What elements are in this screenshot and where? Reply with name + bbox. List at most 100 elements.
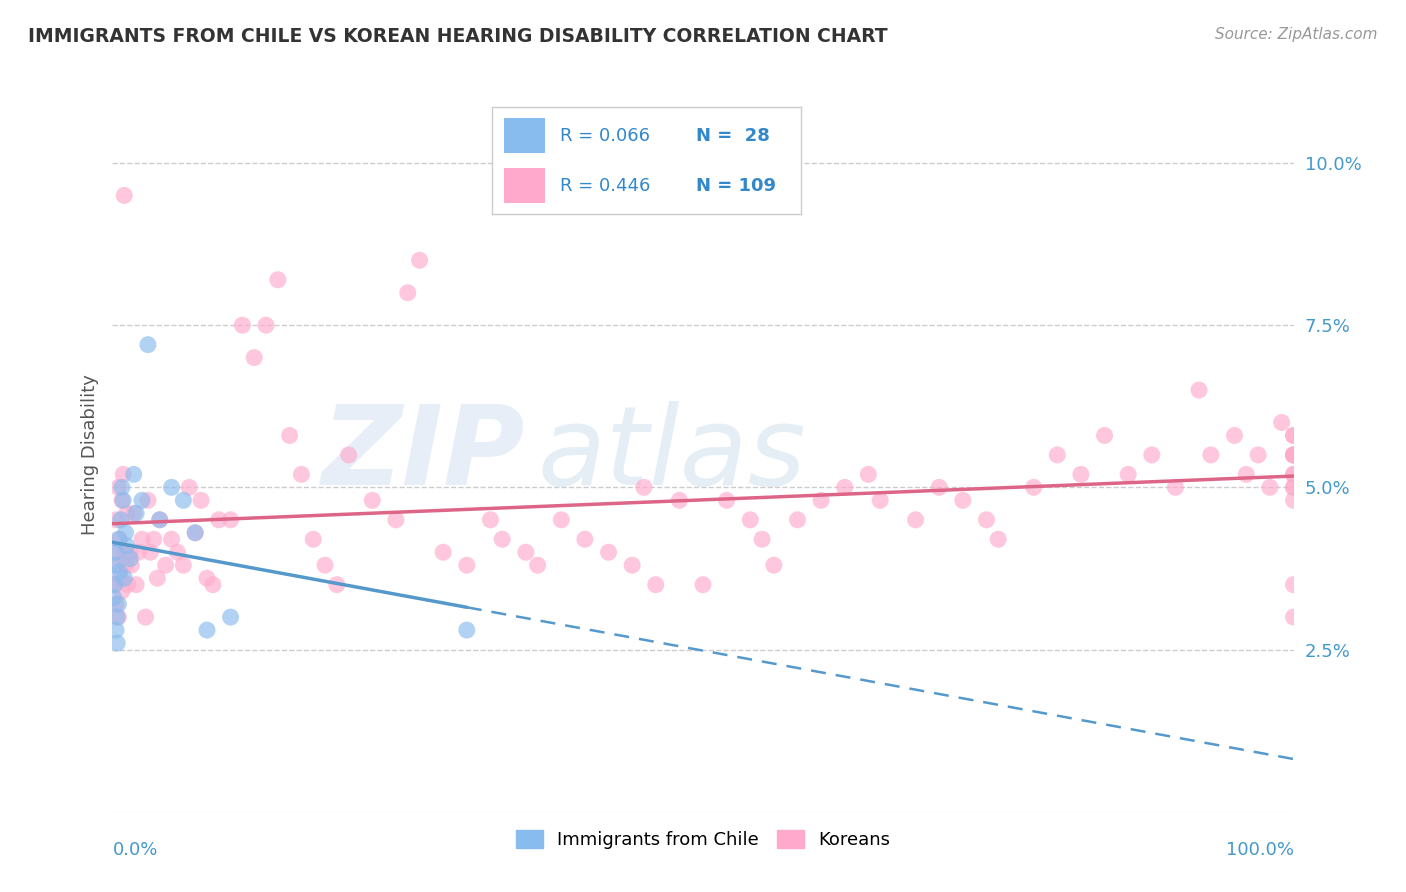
Point	[120, 551, 142, 566]
Point	[103, 591, 125, 605]
Point	[254, 318, 277, 333]
Point	[1282, 577, 1305, 591]
Point	[786, 513, 808, 527]
Text: atlas: atlas	[537, 401, 806, 508]
Point	[136, 493, 159, 508]
Point	[131, 533, 153, 547]
Point	[385, 513, 408, 527]
Point	[160, 533, 183, 547]
Point	[550, 513, 572, 527]
Point	[1164, 480, 1187, 494]
Point	[108, 565, 131, 579]
Point	[1282, 428, 1305, 442]
Point	[112, 571, 135, 585]
Point	[1094, 428, 1116, 442]
Text: N = 109: N = 109	[696, 178, 776, 195]
Point	[184, 525, 207, 540]
Point	[1282, 493, 1305, 508]
Point	[1188, 383, 1211, 397]
Point	[1046, 448, 1069, 462]
Point	[108, 533, 131, 547]
Point	[408, 253, 430, 268]
Point	[1282, 448, 1305, 462]
Point	[1234, 467, 1257, 482]
Point	[243, 351, 266, 365]
Point	[762, 558, 785, 573]
Point	[1022, 480, 1045, 494]
Point	[834, 480, 856, 494]
Point	[491, 533, 513, 547]
Point	[692, 577, 714, 591]
Legend: Immigrants from Chile, Koreans: Immigrants from Chile, Koreans	[509, 822, 897, 856]
Point	[456, 558, 478, 573]
Point	[1282, 448, 1305, 462]
Text: R = 0.066: R = 0.066	[560, 127, 650, 145]
Point	[219, 610, 242, 624]
Point	[105, 558, 128, 573]
Point	[105, 545, 128, 559]
Text: Source: ZipAtlas.com: Source: ZipAtlas.com	[1215, 27, 1378, 42]
Point	[479, 513, 502, 527]
Point	[278, 428, 301, 442]
Point	[1223, 428, 1246, 442]
Point	[195, 623, 218, 637]
Point	[120, 558, 142, 573]
Point	[740, 513, 762, 527]
Point	[111, 493, 134, 508]
Point	[952, 493, 974, 508]
Point	[105, 513, 128, 527]
Point	[104, 577, 127, 591]
Point	[142, 533, 165, 547]
Point	[976, 513, 998, 527]
Point	[172, 493, 194, 508]
Point	[1199, 448, 1222, 462]
Text: ZIP: ZIP	[322, 401, 526, 508]
Point	[104, 558, 127, 573]
Point	[1282, 448, 1305, 462]
Point	[127, 545, 149, 559]
Point	[668, 493, 690, 508]
Point	[904, 513, 927, 527]
Point	[1258, 480, 1281, 494]
Text: 100.0%: 100.0%	[1226, 841, 1294, 859]
Point	[928, 480, 950, 494]
FancyBboxPatch shape	[505, 118, 544, 153]
Point	[115, 539, 138, 553]
Point	[716, 493, 738, 508]
Point	[526, 558, 548, 573]
Point	[149, 513, 172, 527]
Point	[190, 493, 212, 508]
Point	[125, 577, 148, 591]
Point	[456, 623, 478, 637]
Point	[1282, 428, 1305, 442]
Point	[314, 558, 336, 573]
Point	[114, 558, 136, 573]
Point	[107, 597, 129, 611]
Point	[1116, 467, 1139, 482]
Point	[290, 467, 312, 482]
Point	[644, 577, 666, 591]
Point	[515, 545, 537, 559]
Point	[115, 506, 138, 520]
Point	[432, 545, 454, 559]
Point	[117, 577, 139, 591]
Point	[112, 188, 135, 202]
Point	[172, 558, 194, 573]
Point	[326, 577, 349, 591]
Point	[110, 571, 132, 585]
Point	[105, 623, 128, 637]
Point	[139, 545, 162, 559]
Point	[1070, 467, 1092, 482]
Point	[114, 525, 136, 540]
Point	[1282, 448, 1305, 462]
Point	[111, 584, 134, 599]
Point	[1271, 416, 1294, 430]
Point	[120, 545, 142, 559]
Point	[195, 571, 218, 585]
Point	[1282, 467, 1305, 482]
Point	[751, 533, 773, 547]
Point	[107, 610, 129, 624]
Point	[104, 545, 127, 559]
Point	[621, 558, 644, 573]
Point	[810, 493, 832, 508]
